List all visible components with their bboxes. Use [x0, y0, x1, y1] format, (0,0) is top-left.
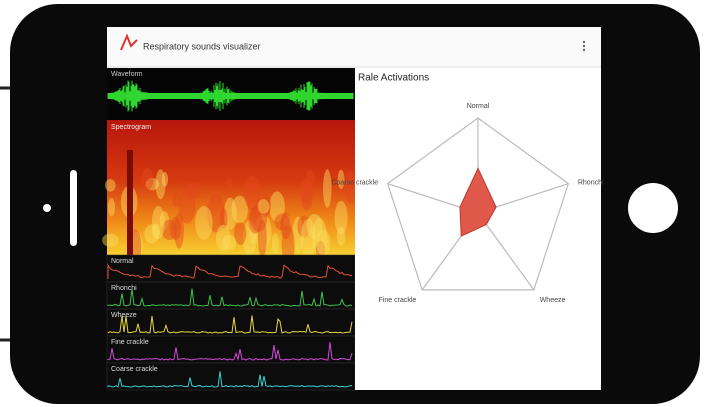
spectrogram-blob [248, 205, 263, 234]
spectrogram-blob [215, 224, 231, 252]
overflow-menu[interactable] [582, 40, 586, 52]
radar-area [459, 167, 497, 237]
spectrogram-blob [102, 233, 119, 247]
spectrogram-blob [283, 214, 292, 229]
track-label: Fine crackle [111, 339, 149, 346]
camera [43, 204, 51, 212]
app-bar [107, 27, 601, 67]
panel-label: Spectrogram [111, 124, 151, 131]
spectrogram-blob [300, 178, 314, 204]
spectrogram-blob [178, 189, 196, 224]
radar-axis-label: Normal [467, 103, 490, 110]
spectrogram-blob [151, 205, 165, 239]
spectrogram-blob [337, 169, 345, 190]
track-label: Coarse crackle [111, 366, 158, 373]
spectrogram-blob [195, 206, 213, 240]
spectrogram-blob [244, 175, 261, 211]
spectrogram-blob [306, 213, 323, 239]
panel-label: Waveform [111, 71, 143, 78]
spectrogram-blob [231, 195, 248, 224]
spectrogram-blob [243, 220, 257, 257]
track-trace [107, 263, 353, 279]
spectrogram-blob [161, 219, 177, 241]
spectrogram-blob [301, 189, 313, 210]
radar-axis-label: Coarse crackle [331, 179, 378, 186]
spectrogram-gap [127, 150, 133, 255]
spectrogram-detail [102, 167, 358, 265]
spectrogram-blob [226, 177, 234, 192]
radar-axis-label: Fine crackle [379, 297, 417, 304]
spectrogram [107, 120, 355, 255]
spectrogram-blob [271, 233, 279, 254]
spectrogram-blob [107, 197, 116, 217]
spectrogram-blob [234, 222, 247, 245]
chart-title: Rale Activations [358, 73, 429, 84]
spectrogram-blob [316, 229, 331, 256]
speaker [70, 170, 77, 246]
track-trace [107, 288, 353, 307]
spectrogram-blob [323, 169, 332, 208]
spectrogram-blob [249, 222, 257, 245]
spectrogram-blob [292, 216, 304, 253]
track-trace [107, 371, 353, 388]
spectrogram-blob [152, 223, 160, 239]
radar-axis-label: Wheeze [540, 297, 566, 304]
home-button[interactable] [628, 183, 678, 233]
spectrogram-blob [260, 193, 271, 217]
radar-grid [386, 117, 570, 291]
track-trace [107, 342, 353, 361]
spectrogram-blob [345, 170, 356, 192]
spectrogram-blob [280, 211, 292, 240]
spectrogram-blob [223, 197, 237, 230]
spectrogram-blob [174, 212, 185, 249]
spectrogram-blob [269, 191, 285, 222]
spectrogram-blob [155, 169, 166, 200]
spectrogram-blob [141, 167, 154, 191]
spectrogram-blob [186, 182, 201, 199]
spectrogram-blob [336, 227, 346, 246]
spectrogram-blob [315, 240, 326, 259]
track-bg [106, 254, 356, 283]
spectrogram-blob [207, 193, 225, 233]
spectrogram-blob [169, 217, 182, 241]
spectrogram-blob [172, 189, 181, 208]
radar-spoke [477, 212, 535, 291]
spectrogram-blob [306, 169, 315, 188]
spectrogram-blob [249, 204, 268, 232]
spectrogram-blob [161, 171, 169, 187]
spectrogram-blob [343, 179, 358, 204]
spectrogram-blob [144, 224, 160, 244]
spectrogram-blob [274, 213, 291, 231]
track-bg [106, 335, 356, 364]
spectrogram-blob [104, 178, 116, 192]
track-label: Rhonchi [111, 285, 137, 292]
track-trace [107, 315, 353, 334]
app-icon [120, 33, 138, 51]
spectrogram-blob [300, 218, 316, 259]
waveform-trace [107, 80, 354, 112]
spectrogram-blob [222, 234, 237, 251]
spectrogram-blob [219, 208, 228, 230]
right-panel [355, 68, 601, 390]
spectrogram-blob [257, 199, 270, 214]
spectrogram-blob [159, 211, 169, 230]
spectrogram-blob [297, 215, 311, 238]
spectrogram-blob [281, 224, 295, 265]
spectrogram-blob [257, 219, 267, 258]
radar-axis-label: Rhonchi [578, 179, 604, 186]
track-label: Normal [111, 258, 134, 265]
app-title: Respiratory sounds visualizer [143, 41, 261, 51]
spectrogram-blob [145, 177, 160, 191]
spectrogram-blob [312, 217, 328, 256]
spectrogram-blob [254, 214, 272, 250]
waveform-panel [107, 68, 355, 120]
track-label: Wheeze [111, 312, 137, 319]
spectrogram-blob [334, 200, 348, 235]
